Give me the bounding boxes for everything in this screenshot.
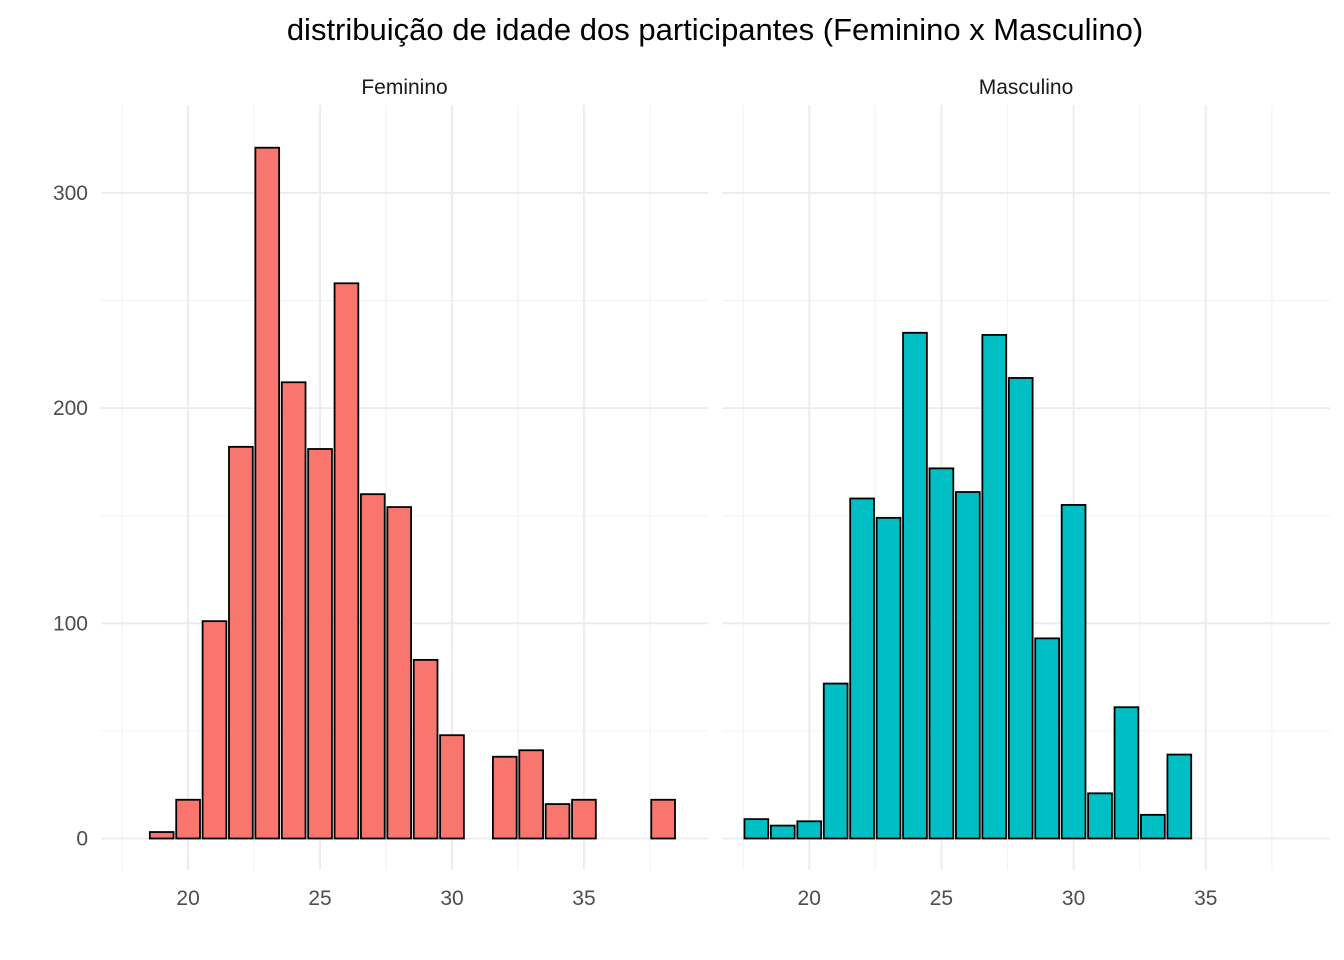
y-tick-label: 200 [53,397,88,420]
panel-feminino: Feminino 20 25 30 35 0 100 200 300 [53,76,708,910]
bar-masculino-25 [928,467,955,840]
bar-feminino-22 [228,445,254,840]
bar-masculino-24 [902,331,928,840]
bar-masculino-27 [981,334,1008,840]
bar-feminino-20 [175,798,201,840]
bar-masculino-22 [849,497,875,840]
bar-masculino-23 [875,516,902,840]
bar-feminino-35 [571,798,597,840]
bar-masculino-29 [1034,637,1060,840]
x-tick-label: 35 [572,887,595,910]
y-tick-label: 100 [53,612,88,635]
bar-masculino-28 [1007,377,1034,840]
bar-masculino-33 [1140,813,1166,840]
bar-feminino-19 [148,831,175,840]
bar-masculino-31 [1087,792,1113,840]
bar-feminino-38 [650,798,676,840]
x-tick-label: 25 [308,887,331,910]
bar-feminino-25 [307,448,333,840]
bar-masculino-20 [796,820,823,840]
chart-title: distribuição de idade dos participantes … [287,12,1143,47]
facet-label-feminino: Feminino [361,76,447,99]
panel-masculino: Masculino 20 25 30 35 [722,76,1330,910]
bar-feminino-28 [386,506,412,840]
x-tick-label: 30 [440,887,463,910]
bar-masculino-18 [743,818,770,840]
facet-label-masculino: Masculino [979,76,1074,99]
bar-feminino-26 [333,282,360,840]
bar-feminino-30 [439,734,465,840]
bar-feminino-33 [518,749,544,840]
bar-feminino-27 [360,493,386,840]
x-tick-label: 25 [930,887,953,910]
x-tick-label: 30 [1062,887,1085,910]
x-tick-label: 20 [798,887,821,910]
bar-masculino-32 [1113,706,1140,840]
bar-feminino-23 [254,146,281,840]
bar-masculino-21 [822,682,849,840]
bar-feminino-21 [201,620,228,840]
bar-masculino-19 [770,824,796,840]
bar-feminino-32 [492,755,518,840]
x-tick-label: 20 [176,887,199,910]
bar-feminino-34 [544,803,571,840]
y-tick-label: 300 [53,182,88,205]
x-tick-label: 35 [1194,887,1217,910]
y-tick-label: 0 [76,828,88,851]
bar-masculino-34 [1166,753,1193,840]
bar-masculino-30 [1060,504,1087,840]
bar-feminino-29 [412,658,439,840]
facet-panels: Feminino 20 25 30 35 0 100 200 300 Masculino 20 25 3… [53,76,1330,910]
bar-masculino-26 [955,491,981,840]
bar-feminino-24 [280,381,307,840]
